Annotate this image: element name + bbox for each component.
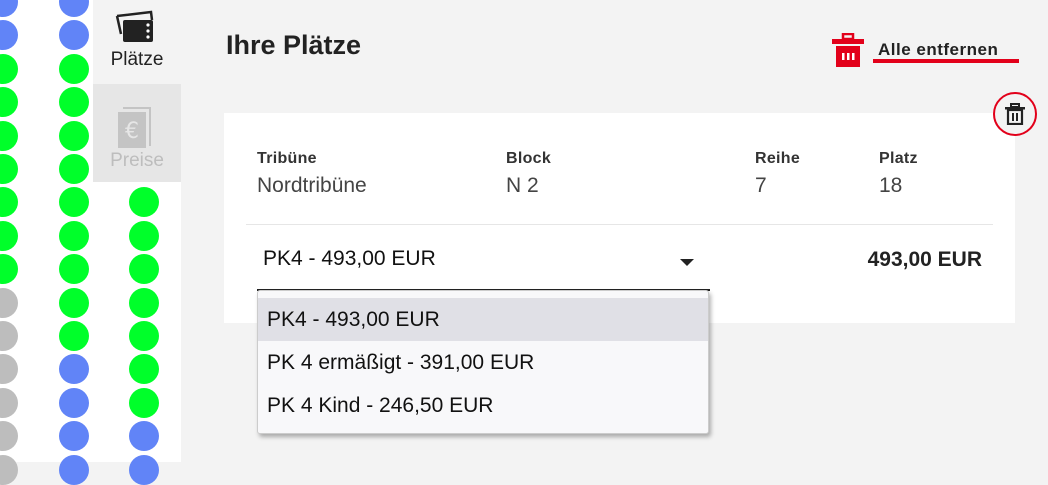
col-block: Block N 2: [506, 150, 551, 198]
col-tribuene: Tribüne Nordtribüne: [257, 150, 367, 198]
tab-preise-label: Preise: [110, 150, 164, 171]
col-platz: Platz 18: [879, 150, 918, 198]
tab-plaetze-label: Plätze: [110, 49, 164, 70]
price-dropdown: PK4 - 493,00 EUR PK 4 ermäßigt - 391,00 …: [257, 290, 709, 434]
seat-available[interactable]: [129, 321, 159, 351]
col-value: N 2: [506, 174, 539, 197]
seat-available[interactable]: [129, 220, 159, 251]
seat-available[interactable]: [0, 53, 18, 84]
trash-icon: [1005, 103, 1025, 125]
seat-taken: [0, 321, 18, 351]
seat-selected[interactable]: [59, 0, 89, 17]
col-value: 7: [755, 174, 767, 197]
remove-all-label: Alle entfernen: [878, 40, 999, 59]
seat-available[interactable]: [129, 354, 159, 385]
seat-available[interactable]: [0, 187, 18, 218]
seat-selected[interactable]: [129, 421, 159, 452]
tickets-icon: [115, 10, 154, 42]
seat-available[interactable]: [0, 87, 18, 118]
euro-icon: €: [118, 107, 151, 148]
remove-seat-button[interactable]: [993, 92, 1037, 136]
seat-available[interactable]: [59, 87, 89, 118]
seat-available[interactable]: [0, 154, 18, 184]
col-header: Block: [506, 150, 552, 167]
price-select-value: PK4 - 493,00 EUR: [263, 247, 436, 270]
seat-selected[interactable]: [59, 354, 89, 385]
seat-available[interactable]: [129, 254, 159, 285]
col-header: Tribüne: [257, 150, 317, 167]
seat-available[interactable]: [129, 287, 159, 318]
trash-icon: [832, 33, 864, 67]
seat-available[interactable]: [59, 53, 89, 84]
col-header: Platz: [879, 150, 918, 167]
seat-available[interactable]: [0, 120, 18, 151]
price-option[interactable]: PK 4 Kind - 246,50 EUR: [267, 394, 494, 417]
price-option[interactable]: PK 4 ermäßigt - 391,00 EUR: [267, 351, 535, 374]
seat-taken: [0, 354, 18, 385]
col-reihe: Reihe 7: [755, 150, 800, 198]
seat-price: 493,00 EUR: [867, 248, 982, 271]
seat-selected[interactable]: [59, 454, 89, 485]
seat-available[interactable]: [59, 187, 89, 218]
chevron-down-icon: [680, 259, 694, 266]
seat-available[interactable]: [59, 254, 89, 285]
seat-available[interactable]: [0, 220, 18, 251]
seat-selected[interactable]: [129, 454, 159, 485]
seat-taken: [0, 387, 18, 418]
seat-selected[interactable]: [0, 20, 18, 51]
seat-selected[interactable]: [59, 387, 89, 418]
seat-card: Tribüne Nordtribüne Block N 2 Reihe 7 Pl…: [224, 113, 1015, 323]
seat-available[interactable]: [129, 387, 159, 418]
tab-plaetze[interactable]: Plätze: [93, 0, 181, 82]
seat-available[interactable]: [59, 220, 89, 251]
seat-taken: [0, 421, 18, 452]
col-value: Nordtribüne: [257, 174, 367, 197]
remove-all-underline: [873, 59, 1019, 63]
seat-taken: [0, 287, 18, 318]
remove-all-button[interactable]: Alle entfernen: [832, 33, 998, 67]
tab-preise[interactable]: € Preise: [93, 84, 181, 182]
seat-available[interactable]: [59, 287, 89, 318]
seat-selected[interactable]: [59, 421, 89, 452]
divider: [246, 224, 993, 225]
seat-available[interactable]: [129, 187, 159, 218]
seat-selected[interactable]: [59, 20, 89, 51]
price-select[interactable]: PK4 - 493,00 EUR: [257, 237, 710, 291]
page-title: Ihre Plätze: [226, 30, 362, 60]
seat-available[interactable]: [0, 254, 18, 285]
col-value: 18: [879, 174, 903, 197]
seat-available[interactable]: [59, 154, 89, 184]
col-header: Reihe: [755, 150, 801, 167]
svg-text:€: €: [125, 119, 139, 144]
seat-available[interactable]: [59, 321, 89, 351]
price-option[interactable]: PK4 - 493,00 EUR: [258, 298, 708, 341]
seat-available[interactable]: [59, 120, 89, 151]
